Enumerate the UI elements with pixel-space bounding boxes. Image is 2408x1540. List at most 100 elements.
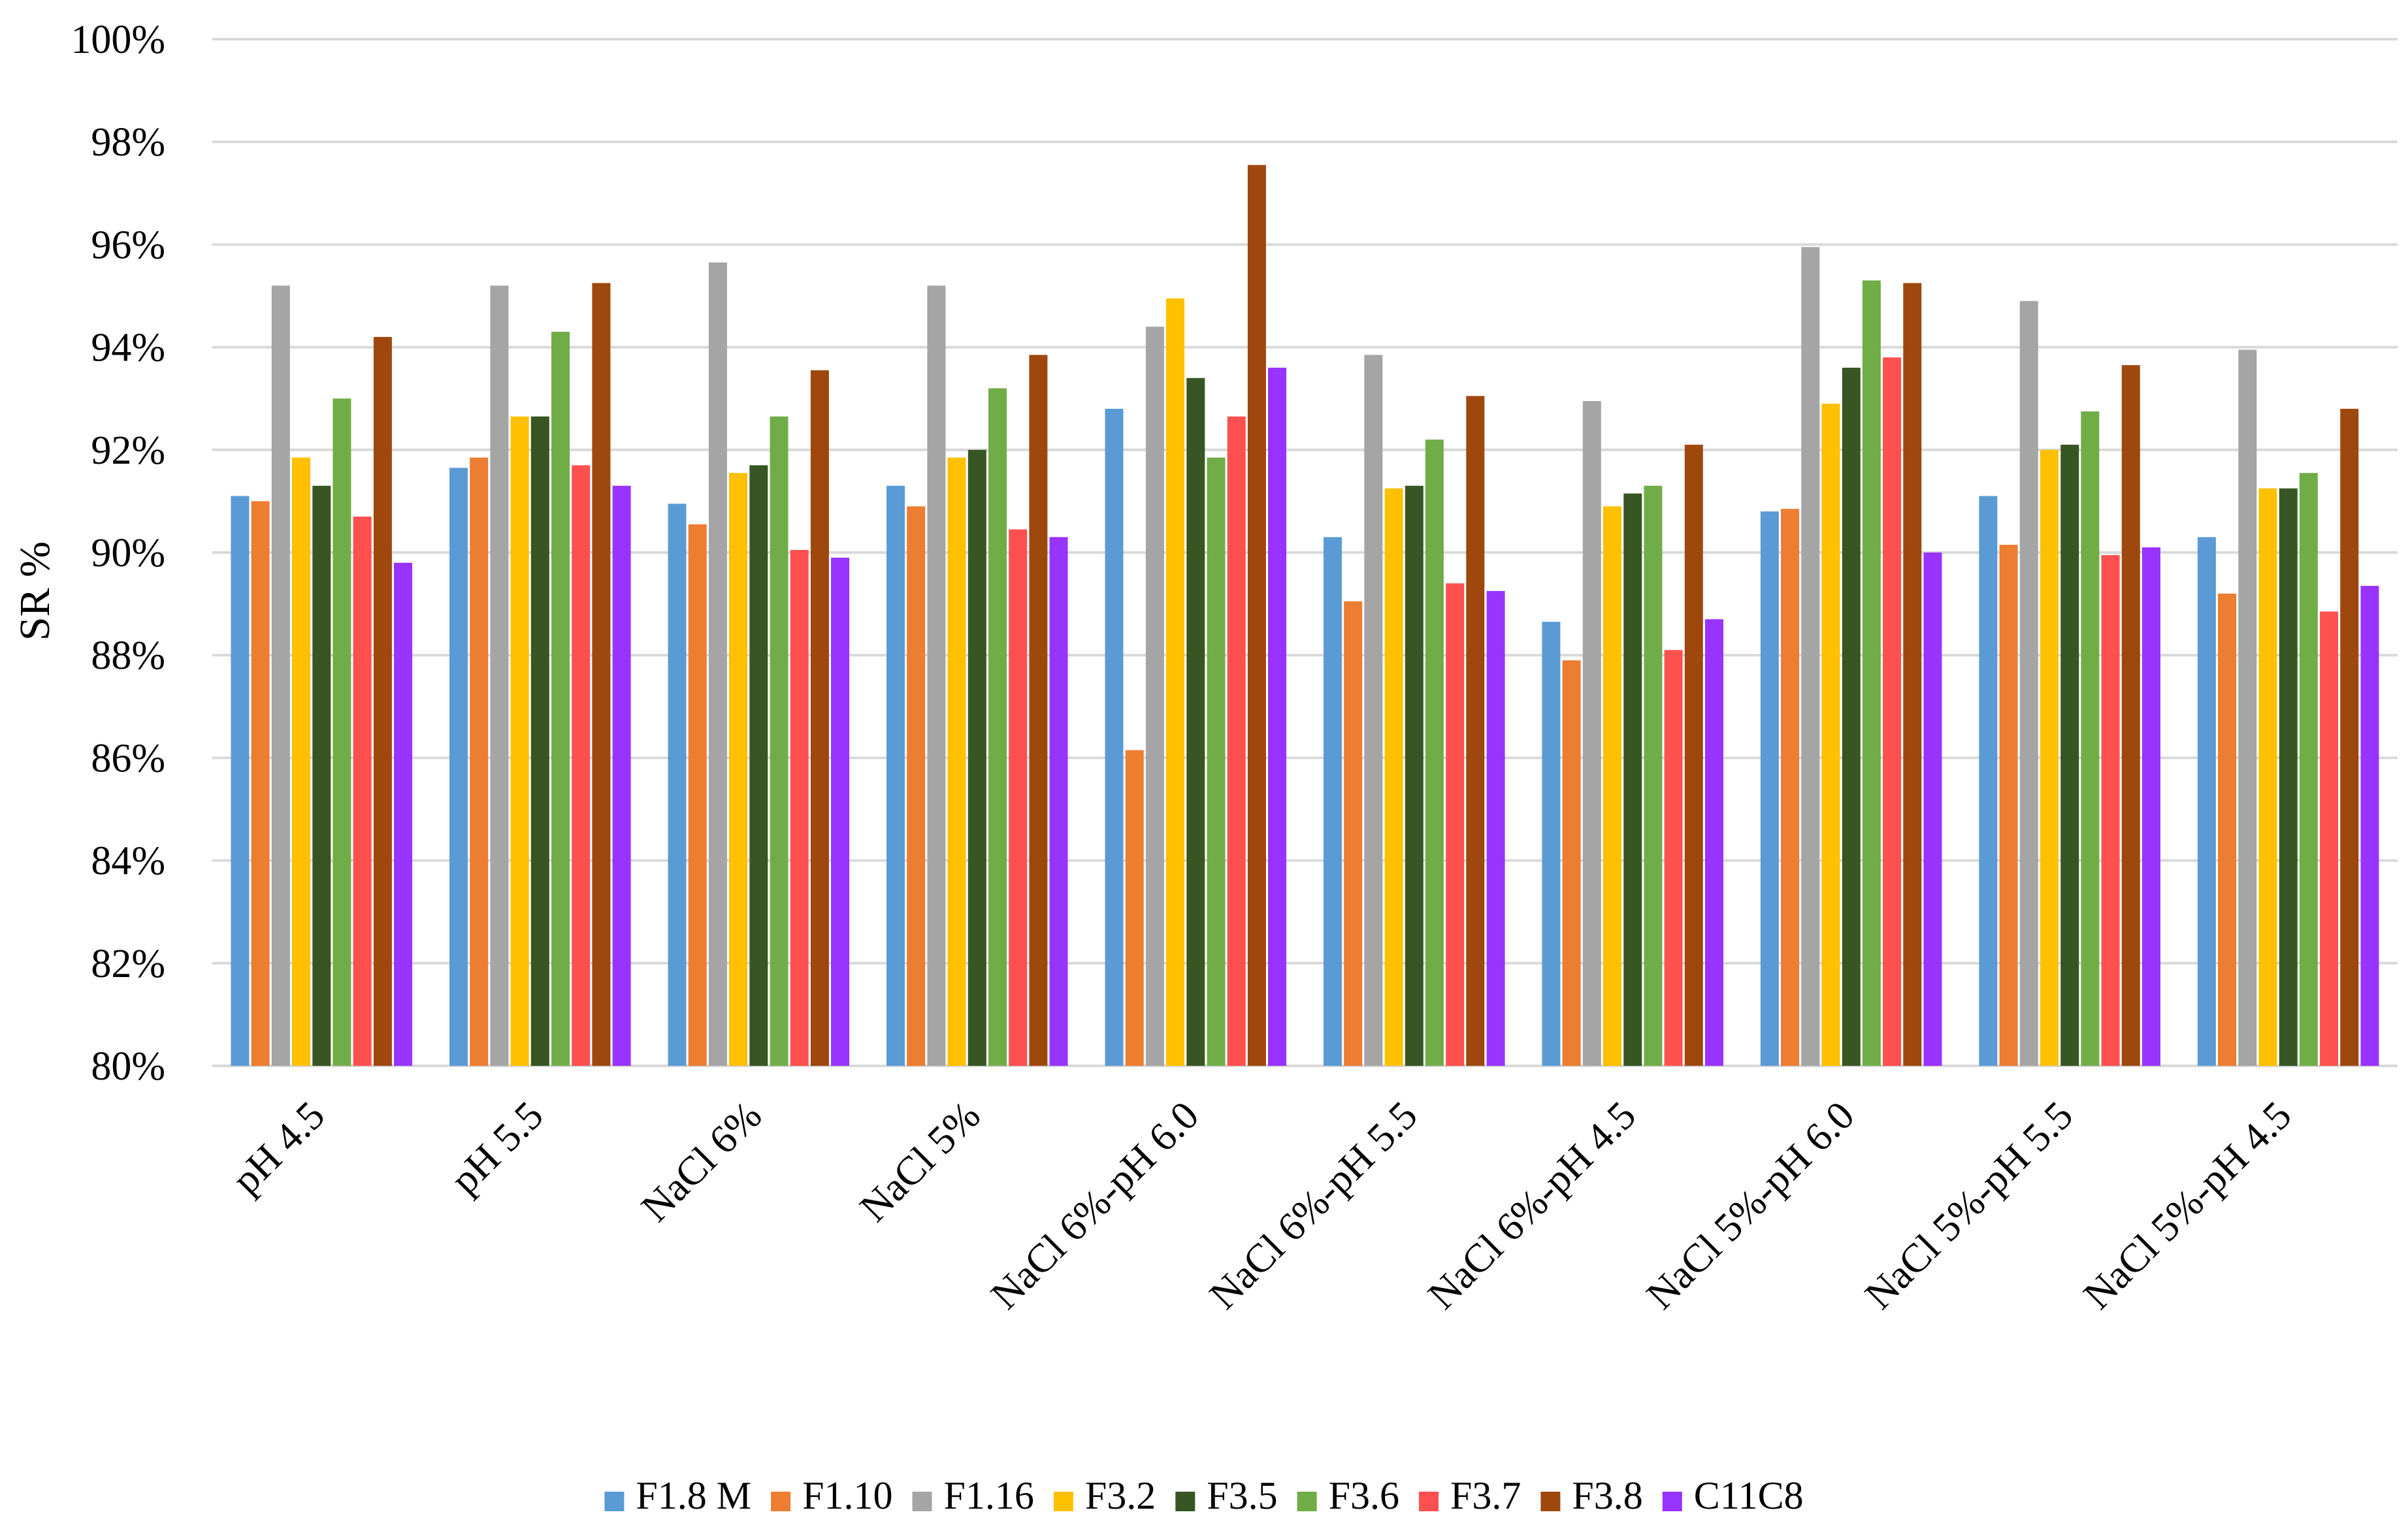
bar — [612, 485, 631, 1066]
bar — [530, 416, 549, 1066]
bar — [470, 457, 489, 1066]
bar — [2101, 554, 2120, 1066]
bar — [729, 473, 747, 1066]
bar — [1999, 545, 2018, 1066]
bar — [1862, 280, 1881, 1066]
bar — [1186, 377, 1205, 1066]
y-tick-label: 86% — [91, 736, 165, 780]
legend-label: F1.16 — [944, 1474, 1034, 1517]
legend-swatch — [1053, 1492, 1073, 1511]
bar — [2142, 547, 2160, 1066]
bar — [1542, 622, 1561, 1066]
bar — [2081, 411, 2100, 1066]
x-tick-label: NaCl 5%-pH 6.0 — [1638, 1093, 1863, 1318]
legend-swatch — [1175, 1492, 1196, 1511]
bar — [1760, 511, 1779, 1066]
bar — [312, 485, 331, 1066]
bar — [231, 496, 250, 1066]
bar — [1466, 396, 1485, 1066]
x-tick-label: NaCl 6%-pH 6.0 — [983, 1093, 1207, 1318]
x-tick-label: NaCl 5%-pH 4.5 — [2075, 1093, 2300, 1318]
legend-label: F3.7 — [1450, 1474, 1521, 1517]
x-tick-label: pH 5.5 — [442, 1093, 551, 1202]
bar — [831, 557, 849, 1066]
bar — [1623, 493, 1642, 1066]
x-tick-label: NaCl 6%-pH 4.5 — [1420, 1093, 1644, 1318]
bar — [551, 332, 570, 1066]
bar — [2320, 611, 2339, 1066]
bar — [251, 501, 270, 1066]
bar — [333, 398, 351, 1066]
bar — [1883, 357, 1902, 1066]
y-tick-label: 98% — [91, 120, 165, 165]
bar — [2258, 488, 2277, 1067]
bar — [592, 283, 611, 1066]
bar — [1425, 440, 1444, 1066]
legend-swatch — [1662, 1492, 1682, 1511]
legend-label: F3.2 — [1085, 1474, 1156, 1517]
y-tick-label: 80% — [91, 1044, 165, 1089]
legend-label: F1.8 M — [636, 1474, 751, 1517]
bar — [1009, 529, 1028, 1066]
bar — [271, 285, 290, 1066]
bar — [394, 562, 412, 1066]
y-axis-title: SR % — [11, 541, 59, 641]
bar — [2197, 537, 2216, 1066]
x-tick-label: NaCl 5% — [852, 1093, 989, 1230]
legend-label: F3.5 — [1207, 1474, 1277, 1517]
legend-swatch — [771, 1492, 791, 1511]
bar — [927, 285, 946, 1066]
bar — [1664, 650, 1683, 1066]
bar — [688, 524, 707, 1066]
x-tick-label: pH 4.5 — [224, 1093, 333, 1202]
y-tick-label: 100% — [71, 18, 165, 62]
bar — [907, 506, 926, 1066]
bar — [947, 457, 966, 1066]
bar — [1903, 283, 1922, 1066]
bar — [1705, 619, 1723, 1066]
legend-swatch — [1297, 1492, 1317, 1511]
bar — [2360, 586, 2379, 1066]
y-tick-label: 94% — [91, 326, 165, 370]
bar — [1166, 298, 1184, 1066]
bar — [668, 504, 687, 1066]
y-tick-label: 82% — [91, 942, 165, 986]
bar — [708, 262, 727, 1066]
bar — [1801, 247, 1820, 1066]
y-tick-label: 90% — [91, 531, 165, 575]
y-tick-label: 88% — [91, 634, 165, 678]
x-tick-label: NaCl 6% — [633, 1093, 770, 1230]
bar — [1247, 165, 1266, 1067]
bar — [1684, 444, 1703, 1066]
bar — [572, 465, 591, 1066]
legend-label: C11C8 — [1694, 1474, 1804, 1517]
bar — [1029, 355, 1048, 1066]
legend-label: F1.10 — [802, 1474, 892, 1517]
x-axis-ticks: pH 4.5 pH 5.5 NaCl 6% NaCl 5%NaCl 6%-pH 6.0… — [224, 1093, 2300, 1318]
bar — [1105, 408, 1124, 1066]
legend-label: F3.8 — [1572, 1474, 1642, 1517]
bar — [887, 485, 905, 1066]
bar — [353, 517, 372, 1066]
bar — [1979, 496, 1998, 1066]
bar — [2299, 473, 2318, 1066]
legend: F1.8 M F1.10 F1.16 F3.2 F3.5 F3.6 F3.7 F3.8 C11C… — [604, 1474, 1804, 1517]
bar — [510, 416, 529, 1066]
bar — [1268, 368, 1286, 1066]
y-tick-label: 92% — [91, 428, 165, 473]
bar — [810, 370, 829, 1066]
legend-swatch — [912, 1492, 932, 1511]
bar — [1446, 583, 1465, 1066]
bar — [1049, 537, 1068, 1066]
bar — [1562, 660, 1581, 1066]
bar — [449, 468, 468, 1066]
bar — [1145, 327, 1164, 1067]
bar — [1227, 416, 1246, 1066]
bar — [1923, 553, 1942, 1066]
bar — [2040, 449, 2058, 1066]
bar — [968, 449, 986, 1066]
legend-swatch — [604, 1492, 625, 1511]
x-tick-label: NaCl 6%-pH 5.5 — [1201, 1093, 1426, 1318]
